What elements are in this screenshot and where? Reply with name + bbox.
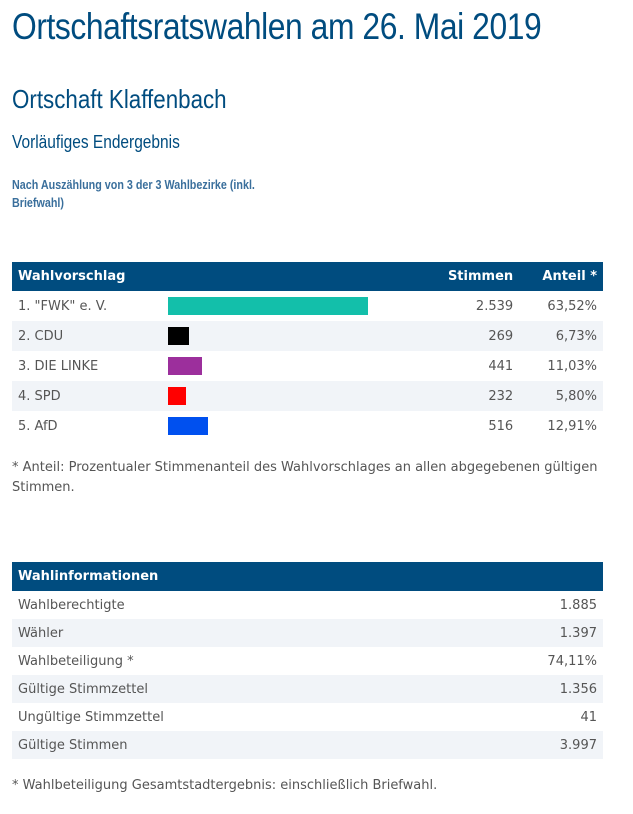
party-share: 63,52% [519,291,603,321]
info-label: Wahlberechtigte [12,591,438,619]
party-share: 6,73% [519,321,603,351]
party-share: 12,91% [519,411,603,441]
results-table: Wahlvorschlag Stimmen Anteil * 1. "FWK" … [12,262,603,441]
info-value: 74,11% [437,647,603,675]
party-name: 3. DIE LINKE [12,351,168,381]
party-votes: 2.539 [437,291,520,321]
info-value: 41 [437,703,603,731]
info-label: Wähler [12,619,438,647]
share-bar [167,357,203,375]
info-value: 1.885 [437,591,603,619]
column-header-stimmen: Stimmen [437,262,520,291]
info-header-row: Wahlinformationen [12,562,603,591]
info-value: 3.997 [437,731,603,759]
party-name: 5. AfD [12,411,168,441]
party-votes: 232 [437,381,520,411]
column-header-anteil: Anteil * [519,262,603,291]
party-share: 11,03% [519,351,603,381]
result-row: 3. DIE LINKE 441 11,03% [12,351,603,381]
info-label: Gültige Stimmzettel [12,675,438,703]
party-votes: 269 [437,321,520,351]
party-name: 4. SPD [12,381,168,411]
turnout-footnote: * Wahlbeteiligung Gesamtstadtergebnis: e… [12,778,438,793]
share-bar-cell [167,381,438,411]
result-row: 2. CDU 269 6,73% [12,321,603,351]
party-votes: 516 [437,411,520,441]
share-bar [167,297,368,315]
info-label: Wahlbeteiligung * [12,647,438,675]
counting-progress: Nach Auszählung von 3 der 3 Wahlbezirke … [12,178,255,210]
party-share: 5,80% [519,381,603,411]
info-row: Wahlbeteiligung * 74,11% [12,647,603,675]
column-header-wahlvorschlag: Wahlvorschlag [12,262,168,291]
locality-title: Ortschaft Klaffenbach [12,84,227,114]
info-header: Wahlinformationen [12,562,603,591]
election-info-table: Wahlinformationen Wahlberechtigte 1.885 Wä… [12,562,603,759]
info-label: Ungültige Stimmzettel [12,703,438,731]
info-value: 1.397 [437,619,603,647]
result-row: 5. AfD 516 12,91% [12,411,603,441]
info-row: Wahlberechtigte 1.885 [12,591,603,619]
share-bar [167,417,209,435]
info-row: Gültige Stimmen 3.997 [12,731,603,759]
result-row: 1. "FWK" e. V. 2.539 63,52% [12,291,603,321]
result-status: Vorläufiges Endergebnis [12,132,180,152]
column-header-bar [167,262,438,291]
results-header-row: Wahlvorschlag Stimmen Anteil * [12,262,603,291]
info-row: Wähler 1.397 [12,619,603,647]
share-footnote: * Anteil: Prozentualer Stimmenanteil des… [12,460,598,495]
share-bar-cell [167,351,438,381]
result-row: 4. SPD 232 5,80% [12,381,603,411]
party-name: 2. CDU [12,321,168,351]
info-value: 1.356 [437,675,603,703]
info-row: Gültige Stimmzettel 1.356 [12,675,603,703]
info-row: Ungültige Stimmzettel 41 [12,703,603,731]
share-bar-cell [167,321,438,351]
page-title: Ortschaftsratswahlen am 26. Mai 2019 [12,6,542,47]
share-bar [167,387,186,405]
share-bar [167,327,189,345]
party-votes: 441 [437,351,520,381]
share-bar-cell [167,411,438,441]
info-label: Gültige Stimmen [12,731,438,759]
party-name: 1. "FWK" e. V. [12,291,168,321]
share-bar-cell [167,291,438,321]
